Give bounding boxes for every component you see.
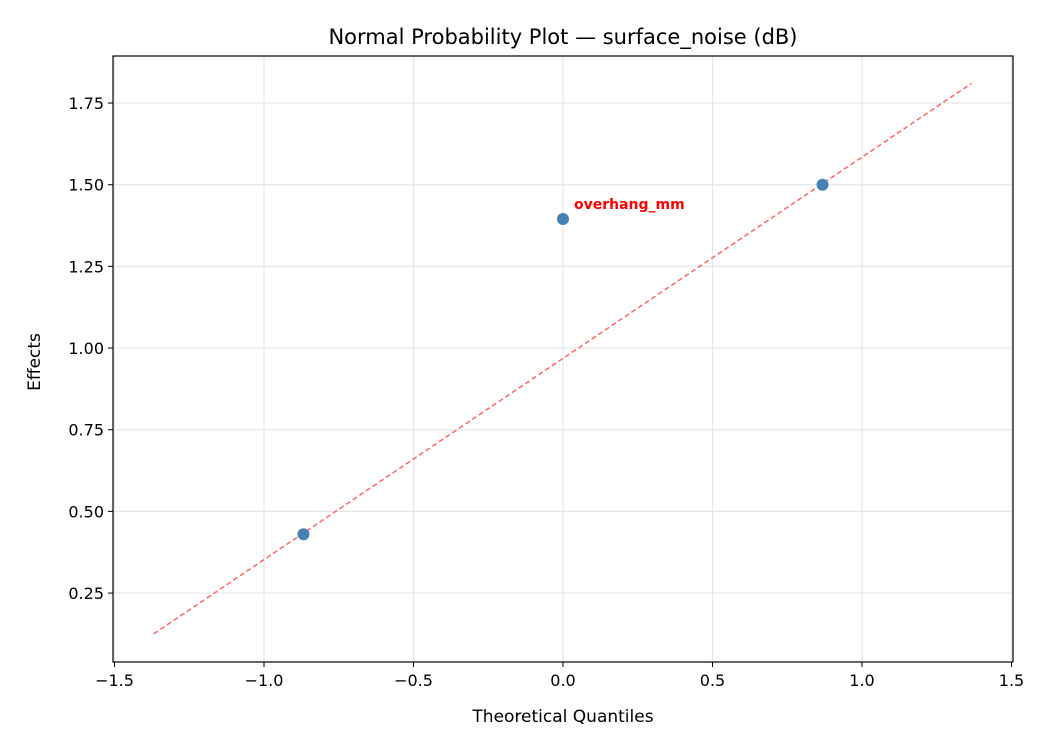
x-tick-label: 0.5	[700, 671, 725, 690]
y-tick-label: 1.25	[68, 257, 104, 276]
x-tick-label: 1.0	[849, 671, 874, 690]
chart-title: Normal Probability Plot — surface_noise …	[328, 25, 797, 50]
y-tick-label: 1.75	[68, 94, 104, 113]
y-tick-label: 1.00	[68, 339, 104, 358]
reference-line	[153, 82, 972, 635]
data-point	[297, 528, 310, 541]
point-annotation: overhang_mm	[574, 197, 685, 213]
x-tick-label: −1.0	[245, 671, 284, 690]
y-tick-label: 0.75	[68, 421, 104, 440]
x-axis-label: Theoretical Quantiles	[471, 707, 653, 727]
y-tick-label: 0.50	[68, 502, 104, 521]
x-tick-label: −1.5	[95, 671, 134, 690]
x-tick-label: 0.0	[550, 671, 575, 690]
y-axis-label: Effects	[25, 333, 45, 391]
y-tick-label: 0.25	[68, 584, 104, 603]
y-tick-label: 1.50	[68, 176, 104, 195]
plot-frame	[112, 55, 1014, 663]
data-point	[816, 178, 829, 191]
data-point	[557, 213, 569, 226]
x-tick-label: −0.5	[394, 671, 433, 690]
x-tick-label: 1.5	[999, 671, 1024, 690]
